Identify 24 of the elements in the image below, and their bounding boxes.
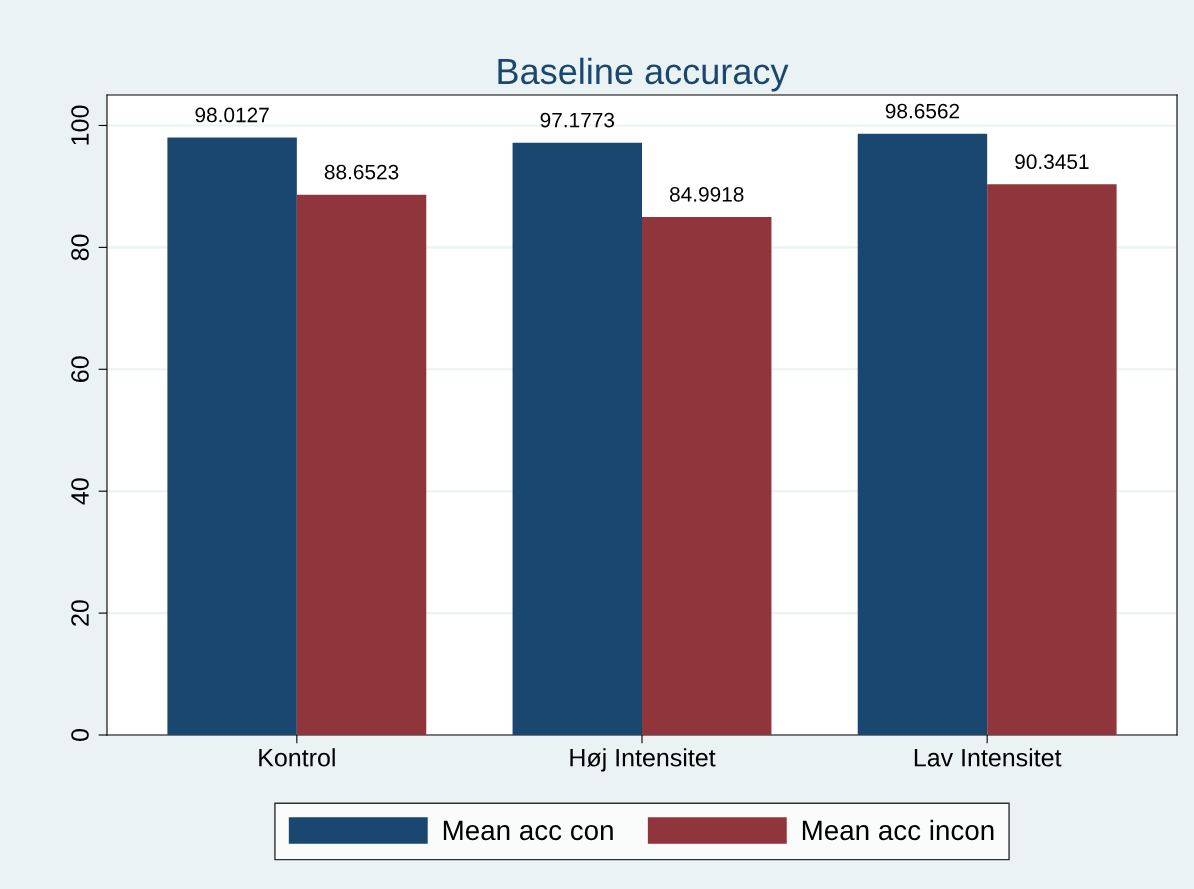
legend-label: Mean acc incon <box>802 819 994 841</box>
chart-title: Baseline accuracy <box>498 57 789 92</box>
data-label: 88.6523 <box>324 164 399 180</box>
y-tick-label: 80 <box>71 234 89 261</box>
bar <box>512 142 642 735</box>
data-label: 97.1773 <box>540 112 615 128</box>
y-tick-label: 100 <box>71 105 89 145</box>
data-label: 84.9918 <box>669 186 744 202</box>
x-tick-label: Kontrol <box>259 748 335 767</box>
legend-label: Mean acc con <box>443 820 613 841</box>
bar <box>167 137 297 735</box>
x-tick-label: Lav Intensitet <box>914 748 1062 767</box>
bar <box>642 216 772 735</box>
data-label: 90.3451 <box>1015 154 1089 170</box>
data-label: 98.0127 <box>195 107 269 123</box>
bar <box>857 133 988 735</box>
bar <box>296 194 427 735</box>
y-tick-label: 60 <box>71 356 89 382</box>
data-label: 98.6562 <box>885 103 960 119</box>
bar <box>987 184 1117 735</box>
y-tick-label: 20 <box>71 600 89 626</box>
x-tick-label: Høj Intensitet <box>570 748 716 772</box>
y-tick-label: 40 <box>71 478 89 505</box>
y-tick-label: 0 <box>71 729 89 741</box>
